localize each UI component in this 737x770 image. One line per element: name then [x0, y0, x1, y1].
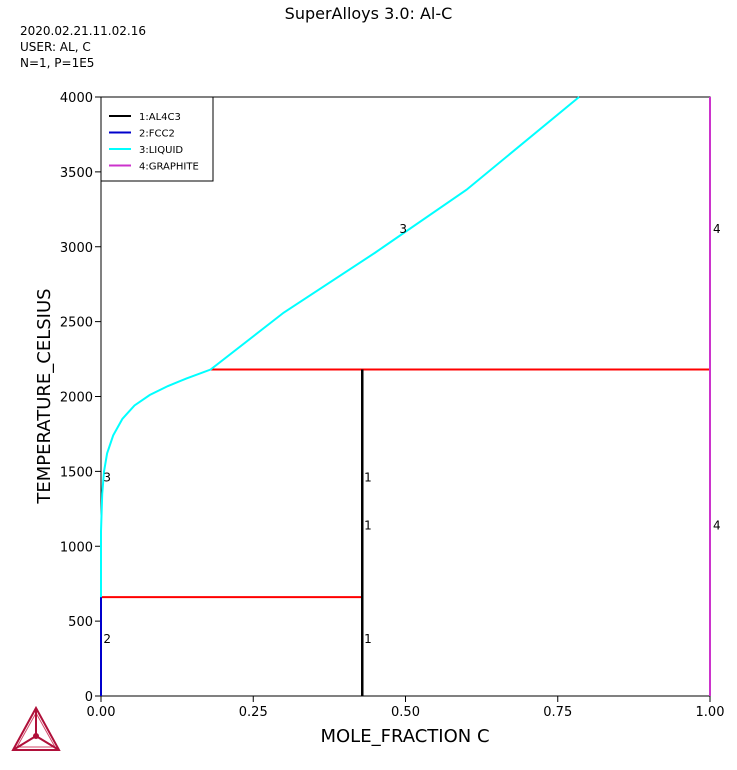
- y-tick-label: 0: [85, 690, 93, 705]
- plot-frame: [100, 96, 711, 697]
- chart-title: SuperAlloys 3.0: Al-C: [284, 4, 453, 23]
- curve-label: 2: [103, 632, 111, 646]
- x-tick-label: 0.25: [239, 705, 268, 720]
- x-tick-label: 0.50: [391, 705, 420, 720]
- x-tick-label: 0.00: [87, 705, 116, 720]
- thermo-calc-logo-icon: [11, 705, 61, 751]
- y-axis-label: TEMPERATURE_CELSIUS: [34, 288, 55, 504]
- x-tick-label: 1.00: [696, 705, 725, 720]
- meta-conditions: N=1, P=1E5: [20, 56, 95, 70]
- curve-label: 3: [399, 222, 407, 236]
- curve-label-layer: 3 4 3 1 1 4 2 1: [103, 222, 720, 646]
- x-tick-label: 0.75: [543, 705, 572, 720]
- x-axis-label: MOLE_FRACTION C: [320, 726, 489, 747]
- legend: 1:AL4C3 2:FCC2 3:LIQUID 4:GRAPHITE: [100, 96, 214, 182]
- y-tick-label: 500: [68, 615, 93, 630]
- curve-label: 1: [364, 632, 372, 646]
- legend-label: 3:LIQUID: [139, 145, 183, 156]
- legend-label: 2:FCC2: [139, 129, 175, 140]
- meta-user: USER: AL, C: [20, 40, 91, 54]
- legend-label: 4:GRAPHITE: [139, 162, 199, 173]
- y-tick-label: 1500: [60, 465, 93, 480]
- curve-label: 4: [713, 222, 721, 236]
- series-layer: [100, 96, 711, 696]
- axes-layer: 0.00 0.25 0.50 0.75 1.00 0 500 1000 1500 2000 2500…: [60, 91, 725, 720]
- meta-timestamp: 2020.02.21.11.02.16: [20, 24, 146, 38]
- y-tick-label: 1000: [60, 540, 93, 555]
- series-line-3: [100, 96, 580, 598]
- y-tick-label: 3500: [60, 166, 93, 181]
- curve-label: 4: [713, 518, 721, 532]
- y-tick-label: 2500: [60, 316, 93, 331]
- y-tick-label: 4000: [60, 91, 93, 106]
- y-tick-label: 2000: [60, 391, 93, 406]
- curve-label: 1: [364, 470, 372, 484]
- legend-box: [100, 96, 214, 182]
- legend-label: 1:AL4C3: [139, 112, 181, 123]
- y-tick-label: 3000: [60, 241, 93, 256]
- curve-label: 3: [103, 470, 111, 484]
- curve-label: 1: [364, 518, 372, 532]
